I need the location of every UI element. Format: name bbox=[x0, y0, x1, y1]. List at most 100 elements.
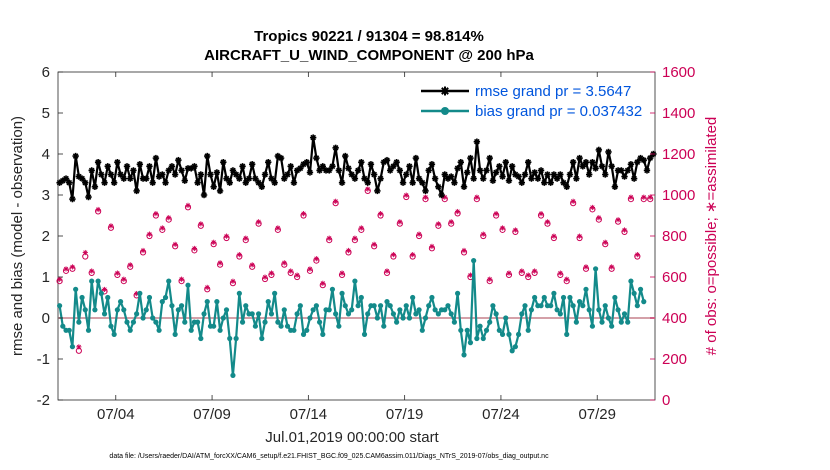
bias-point bbox=[316, 319, 323, 325]
rmse-point bbox=[483, 167, 490, 174]
x-tick-label: 07/09 bbox=[193, 406, 231, 423]
bias-point bbox=[355, 303, 361, 309]
obs-assimilated-point bbox=[403, 192, 409, 198]
bias-point bbox=[628, 278, 634, 284]
bias-point bbox=[522, 303, 528, 309]
rmse-point bbox=[419, 179, 426, 186]
bias-point bbox=[92, 307, 98, 313]
bias-point bbox=[150, 315, 156, 321]
rmse-point bbox=[618, 167, 625, 174]
rmse-point bbox=[88, 167, 95, 174]
bias-point bbox=[509, 348, 515, 354]
obs-assimilated-point bbox=[390, 252, 397, 258]
y-tick-label: 4 bbox=[42, 146, 50, 163]
rmse-point bbox=[104, 163, 111, 170]
obs-assimilated-point bbox=[416, 231, 422, 237]
bias-point bbox=[304, 327, 310, 333]
bias-point bbox=[515, 331, 522, 337]
rmse-point bbox=[592, 165, 599, 172]
rmse-point bbox=[525, 159, 532, 166]
bias-point bbox=[557, 311, 563, 317]
rmse-point bbox=[496, 163, 503, 170]
bias-point bbox=[73, 286, 79, 292]
rmse-point bbox=[451, 179, 458, 186]
rmse-point bbox=[98, 171, 105, 178]
bias-point bbox=[166, 278, 172, 284]
obs-assimilated-point bbox=[519, 268, 525, 274]
obs-assimilated-point bbox=[435, 221, 441, 227]
bias-point bbox=[345, 311, 352, 317]
bias-point bbox=[272, 290, 278, 296]
y-right-tick-label: 1400 bbox=[662, 105, 695, 122]
bias-point bbox=[172, 331, 178, 337]
obs-assimilated-point bbox=[236, 252, 242, 258]
obs-assimilated-point bbox=[89, 268, 95, 274]
y-tick-label: 1 bbox=[42, 269, 50, 286]
data-file-footnote: data file: /Users/raeder/DAI/ATM_forcXX/… bbox=[109, 453, 549, 460]
obs-assimilated-point bbox=[121, 276, 127, 282]
legend-marker-bias bbox=[441, 107, 449, 115]
obs-assimilated-point bbox=[532, 268, 538, 274]
y-tick-label: 2 bbox=[42, 228, 50, 245]
rmse-point bbox=[69, 195, 76, 203]
obs-assimilated-point bbox=[281, 260, 287, 266]
bias-point bbox=[69, 344, 76, 350]
obs-assimilated-point bbox=[422, 194, 429, 200]
obs-assimilated-point bbox=[63, 266, 69, 272]
bias-point bbox=[239, 319, 246, 325]
obs-assimilated-point bbox=[172, 241, 178, 247]
rmse-point bbox=[489, 177, 497, 184]
bias-point bbox=[403, 303, 409, 309]
obs-assimilated-point bbox=[185, 202, 191, 208]
rmse-point bbox=[136, 161, 144, 168]
rmse-point bbox=[534, 175, 542, 182]
obs-assimilated-point bbox=[307, 266, 313, 272]
bias-point bbox=[621, 311, 628, 317]
rmse-point bbox=[101, 179, 108, 186]
bias-point bbox=[583, 286, 589, 292]
bias-point bbox=[429, 294, 435, 301]
bias-point bbox=[333, 311, 339, 317]
bias-point bbox=[528, 307, 535, 313]
rmse-point bbox=[521, 171, 529, 178]
x-tick-label: 07/04 bbox=[97, 406, 135, 423]
rmse-point bbox=[168, 163, 176, 170]
bias-point bbox=[381, 323, 387, 329]
rmse-point bbox=[120, 175, 127, 182]
bias-point bbox=[156, 327, 162, 333]
bias-point bbox=[159, 299, 165, 305]
rmse-point bbox=[348, 171, 355, 178]
bias-point bbox=[124, 319, 130, 325]
rmse-point bbox=[338, 179, 346, 186]
bias-point bbox=[390, 311, 397, 317]
obs-assimilated-point bbox=[198, 221, 204, 227]
bias-point bbox=[445, 303, 451, 309]
rmse-point bbox=[265, 159, 272, 166]
obs-assimilated-point bbox=[377, 211, 384, 217]
obs-assimilated-point bbox=[602, 239, 608, 245]
obs-assimilated-point bbox=[384, 268, 390, 274]
rmse-point bbox=[457, 159, 465, 166]
y-tick-label: -1 bbox=[37, 351, 50, 368]
bias-point bbox=[615, 307, 621, 313]
bias-point bbox=[384, 299, 390, 305]
bias-point bbox=[252, 323, 258, 329]
bias-point bbox=[586, 307, 592, 313]
obs-assimilated-point bbox=[256, 219, 262, 225]
obs-assimilated-point bbox=[101, 286, 108, 293]
bias-point bbox=[281, 307, 287, 313]
obs-assimilated-point bbox=[178, 276, 185, 282]
bias-point bbox=[227, 335, 233, 342]
bias-point bbox=[410, 294, 416, 301]
obs-assimilated-point bbox=[153, 211, 159, 217]
bias-point bbox=[455, 290, 461, 296]
chart-title: Tropics 90221 / 91304 = 98.814% bbox=[254, 28, 484, 45]
rmse-point bbox=[210, 183, 217, 190]
obs-assimilated-point bbox=[634, 252, 640, 258]
rmse-point bbox=[528, 175, 535, 182]
bias-point bbox=[426, 303, 432, 309]
bias-point bbox=[618, 319, 624, 325]
rmse-point bbox=[425, 167, 432, 174]
rmse-point bbox=[226, 179, 233, 186]
bias-point bbox=[512, 344, 518, 350]
